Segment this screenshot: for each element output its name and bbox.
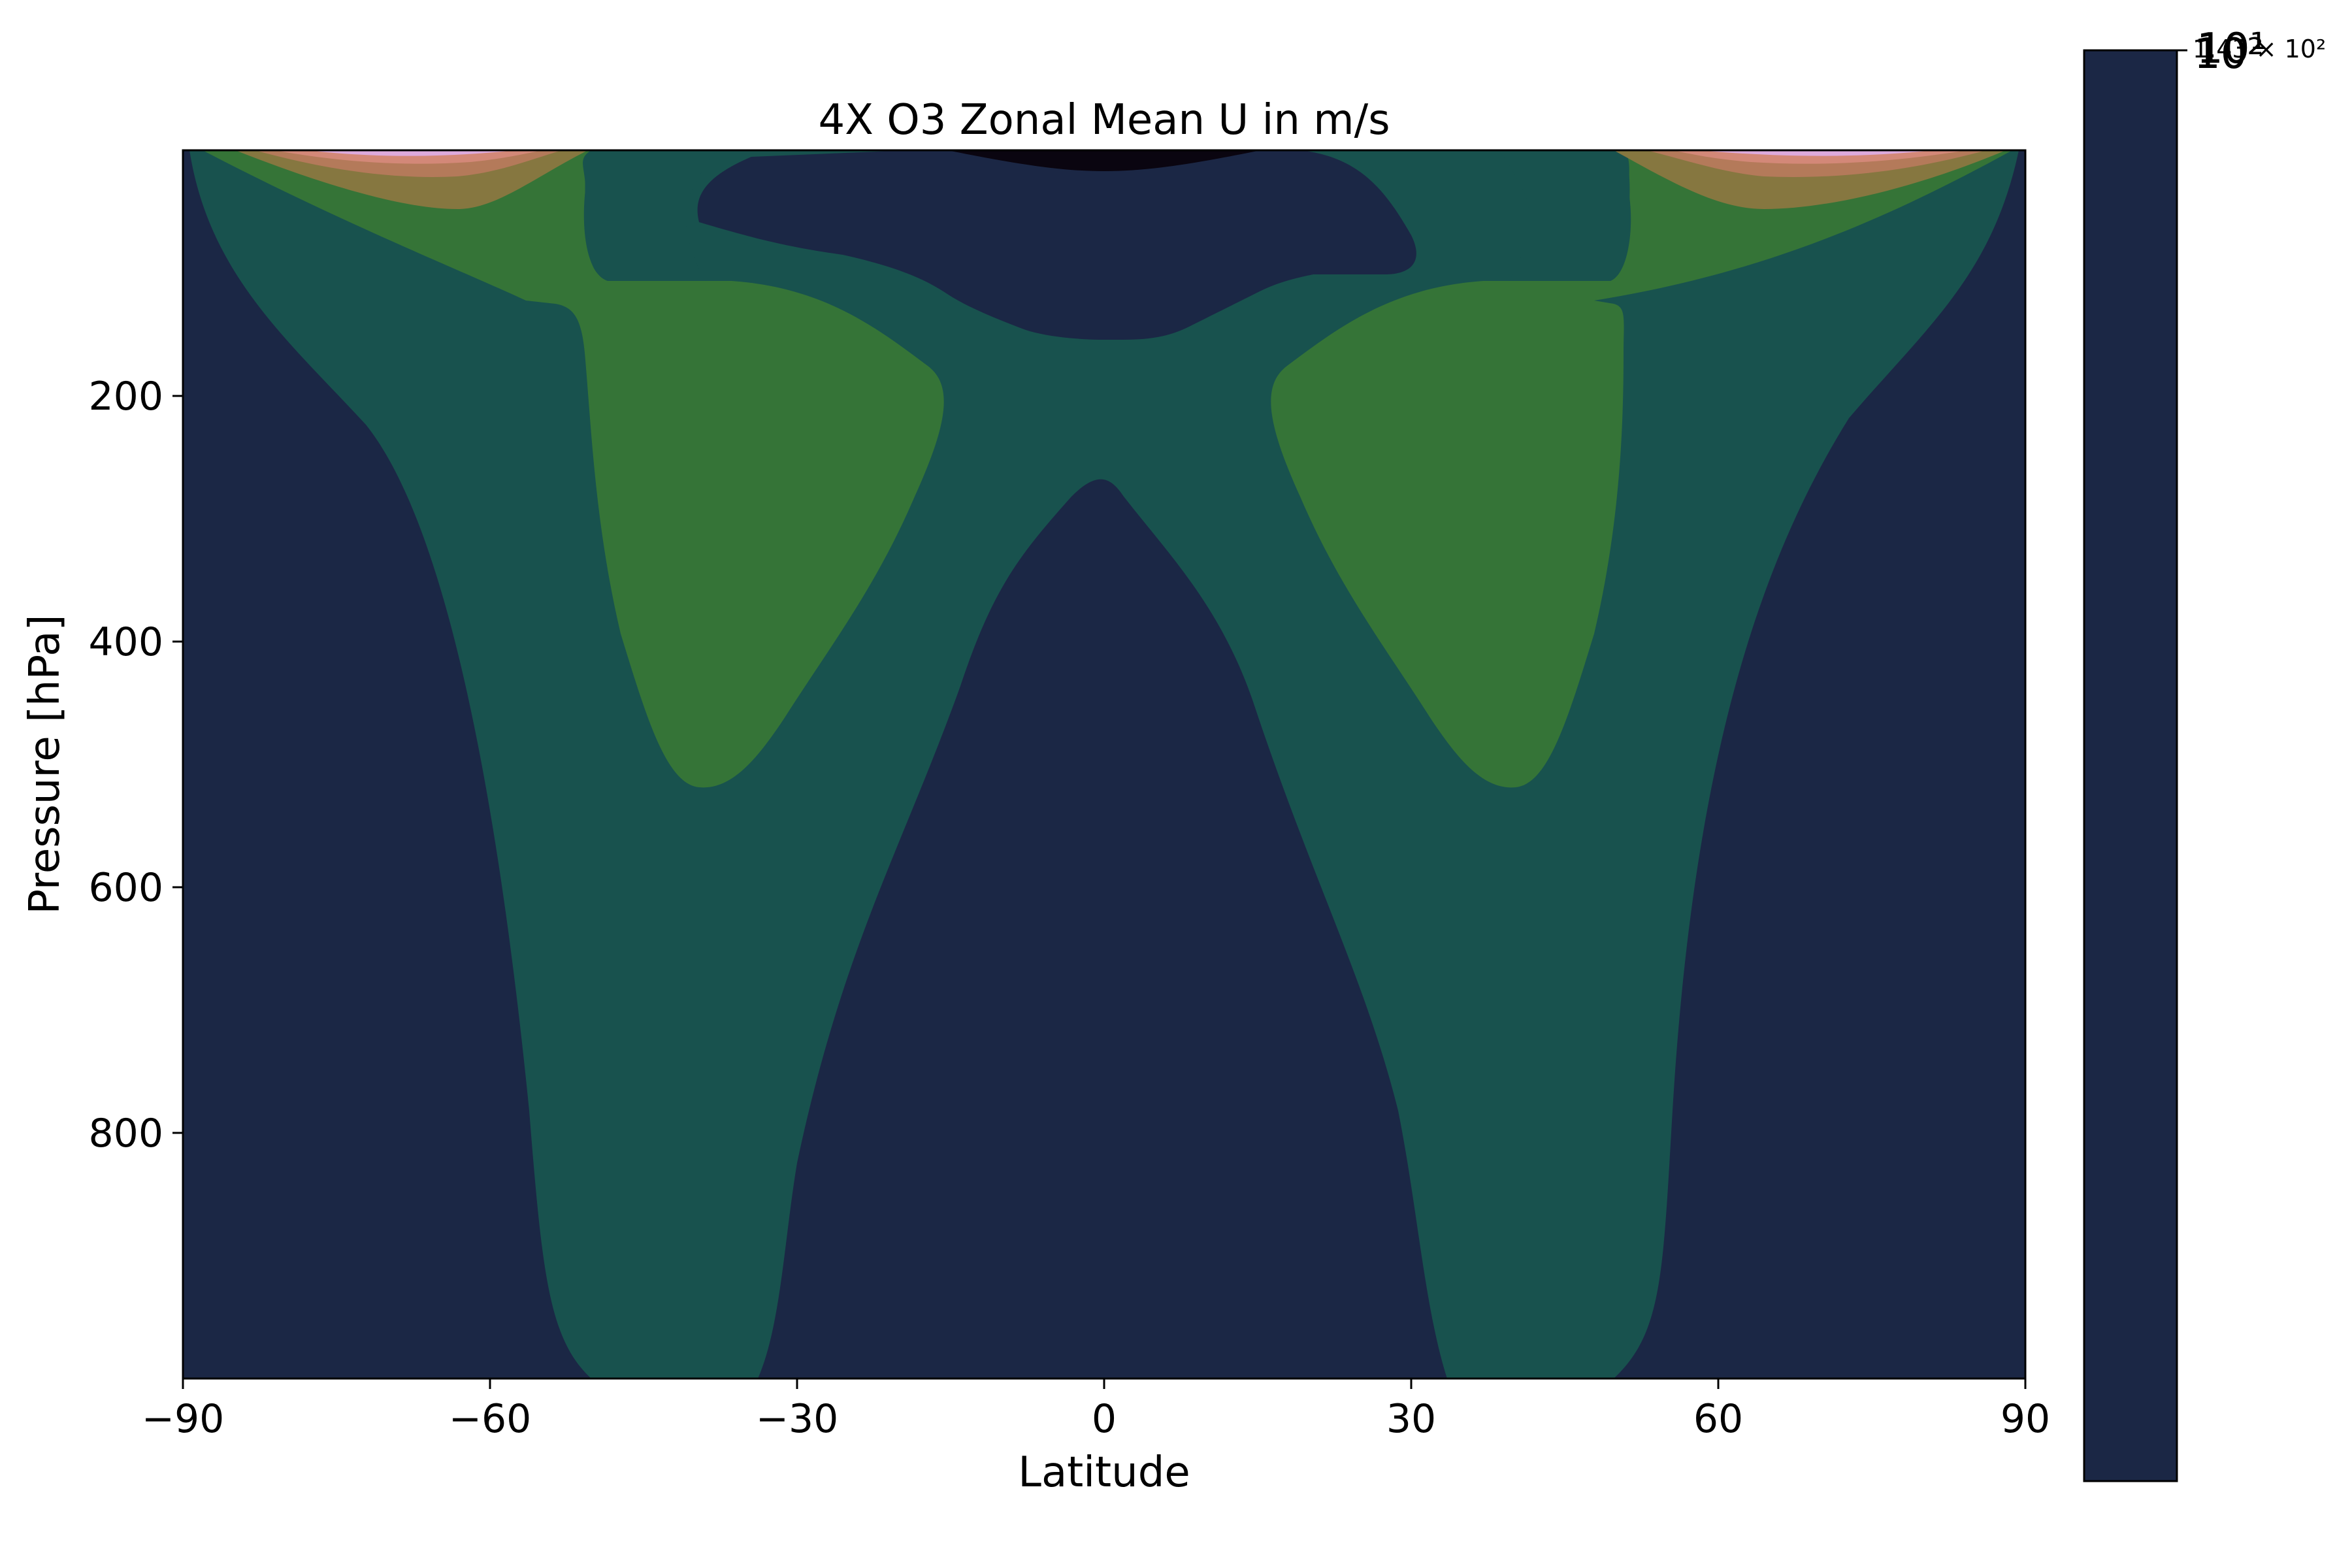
contour-level-green-left [203, 150, 944, 788]
colorbar-label-3: 10¹ [2197, 25, 2266, 73]
x-tick-label: −30 [756, 1396, 839, 1442]
y-tick-label: 600 [88, 865, 163, 911]
contour-level-teal-notch-left [585, 150, 719, 281]
contour-level-teal-notch-right [1496, 150, 1630, 281]
contour-level-lilac-left [307, 150, 516, 156]
x-tick-label: 30 [1386, 1396, 1436, 1442]
contour-level-upper-dark [697, 150, 1416, 340]
x-tick-label: 0 [1092, 1396, 1117, 1442]
x-axis-label: Latitude [1018, 1448, 1190, 1497]
contour-level-green-right [1271, 150, 2012, 788]
x-tick-label: 90 [2001, 1396, 2050, 1442]
y-tick-label: 800 [88, 1111, 163, 1156]
chart-title: 4X O3 Zonal Mean U in m/s [818, 96, 1390, 144]
y-tick-label: 200 [88, 374, 163, 419]
contour-level-lilac-right [1699, 150, 1934, 156]
colorbar: 10² 1.43 × 10² 10¹ [2083, 25, 2326, 1482]
contour-field [183, 150, 2025, 1379]
y-axis: 200 400 600 800 [88, 374, 183, 1156]
x-tick-label: −60 [449, 1396, 532, 1442]
x-tick-label: −90 [142, 1396, 225, 1442]
colorbar-label-1: 10² [2194, 30, 2264, 78]
x-axis: −90 −60 −30 0 30 60 90 [142, 1379, 2050, 1442]
colorbar-body [2083, 49, 2178, 1482]
y-tick-label: 400 [88, 619, 163, 665]
y-axis-label: Pressure [hPa] [21, 614, 69, 914]
colorbar-label-2: 1.43 × 10² [2193, 35, 2326, 63]
contour-level-core-min [947, 150, 1261, 171]
x-tick-label: 60 [1693, 1396, 1743, 1442]
